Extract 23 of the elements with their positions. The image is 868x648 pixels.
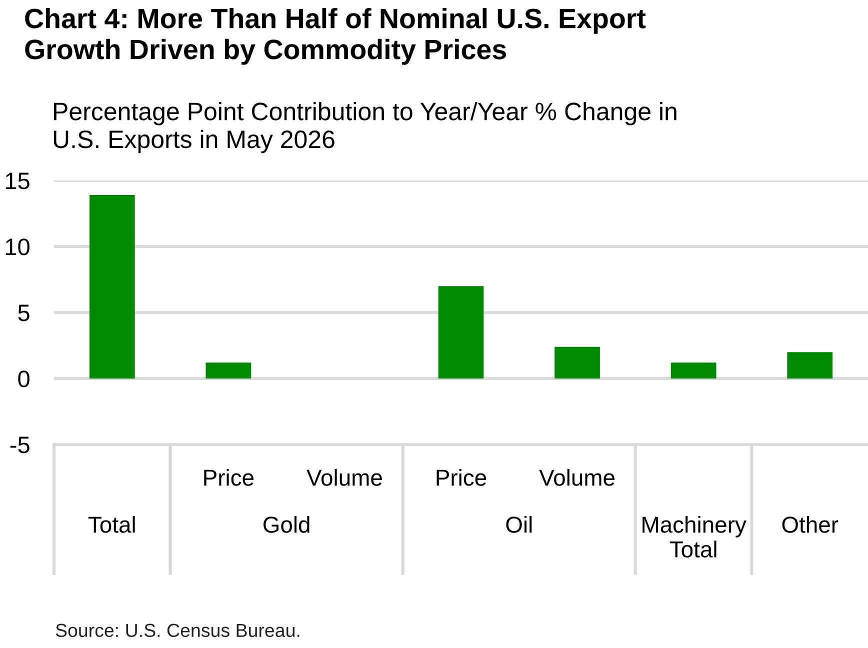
y-tick-label: 5 — [18, 304, 30, 322]
x-tick-label: Other — [782, 516, 838, 533]
bar — [438, 286, 484, 378]
bar — [206, 362, 252, 378]
x-tick-label: Price — [204, 469, 254, 486]
text: Oil — [506, 516, 532, 533]
x-tick-label: Total — [88, 516, 135, 533]
bar — [670, 362, 716, 378]
x-tick-label: Volume — [306, 469, 382, 486]
x-tick-label: Price — [436, 469, 486, 486]
y-axis-title: Percentage Point Contribution to Year/Year % Change in U.S. Exports in May 2026 — [54, 102, 676, 154]
x-tick-label: Volume — [539, 469, 614, 486]
source-note: Source: U.S. Census Bureau. — [56, 624, 300, 638]
x-tick-label: Machinery Total — [642, 516, 746, 558]
y-tick-label: 0 — [18, 370, 30, 388]
y-tick-label: -5 — [10, 436, 30, 454]
text: Gold — [264, 516, 310, 533]
y-tick-label: 10 — [6, 238, 30, 256]
bar — [787, 352, 833, 378]
y-tick-label: 15 — [6, 172, 30, 190]
bar — [554, 346, 600, 378]
chart-title: Chart 4: More Than Half of Nominal U.S. Export Growth Driven by Commodity Prices — [25, 8, 646, 65]
bar — [89, 195, 135, 378]
